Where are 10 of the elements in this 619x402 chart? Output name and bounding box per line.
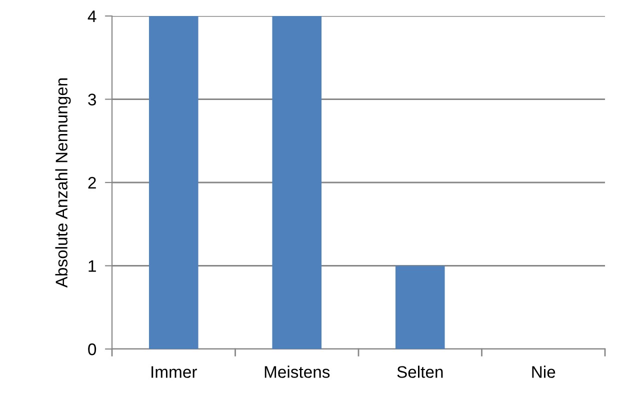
x-tick-label: Meistens <box>264 366 330 378</box>
x-tick-label: Nie <box>532 366 556 378</box>
y-tick-label: 0 <box>88 343 96 356</box>
y-tick-label: 1 <box>88 260 96 272</box>
y-axis-title: Absolute Anzahl Nennungen <box>55 78 71 288</box>
y-tick-label: 4 <box>88 10 96 22</box>
x-tick-label: Immer <box>152 366 197 378</box>
y-tick-label: 2 <box>88 176 96 189</box>
y-tick-label: 3 <box>88 94 96 106</box>
x-tick-label: Selten <box>397 366 443 378</box>
